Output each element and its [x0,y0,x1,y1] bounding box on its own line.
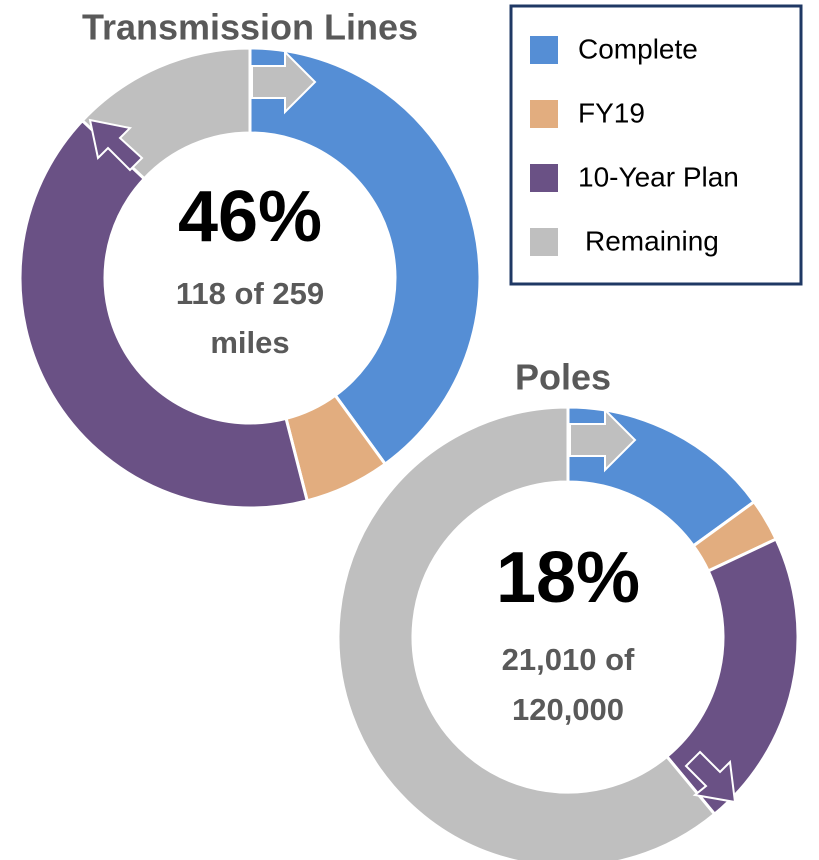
legend-label: FY19 [578,97,645,128]
legend-swatch [530,36,558,64]
center-label: 18% [496,538,640,618]
arrow [569,407,637,473]
legend-label: 10-Year Plan [578,161,739,192]
center-sublabel: miles [210,325,289,360]
legend-swatch [530,228,558,256]
center-sublabel: 118 of 259 [176,276,324,311]
arrow [684,750,737,804]
chart-title: Poles [515,357,611,398]
arrow [88,118,144,172]
donut-segment [18,118,310,510]
donut-segment [336,405,717,860]
legend-label: Complete [578,33,698,64]
legend-swatch [530,164,558,192]
center-sublabel: 120,000 [512,692,624,727]
legend-swatch [530,100,558,128]
legend: Complete FY19 10-Year Plan Remaining [509,4,803,286]
center-sublabel: 21,010 of [502,642,635,677]
donut-segment [664,537,800,817]
legend-label: Remaining [585,225,719,256]
center-label: 46% [178,177,322,257]
chart-title: Transmission Lines [82,7,418,48]
legend-box [509,4,803,286]
arrow [251,49,317,115]
donut-segment [248,46,482,467]
rings [18,46,800,860]
arrows [88,49,737,804]
